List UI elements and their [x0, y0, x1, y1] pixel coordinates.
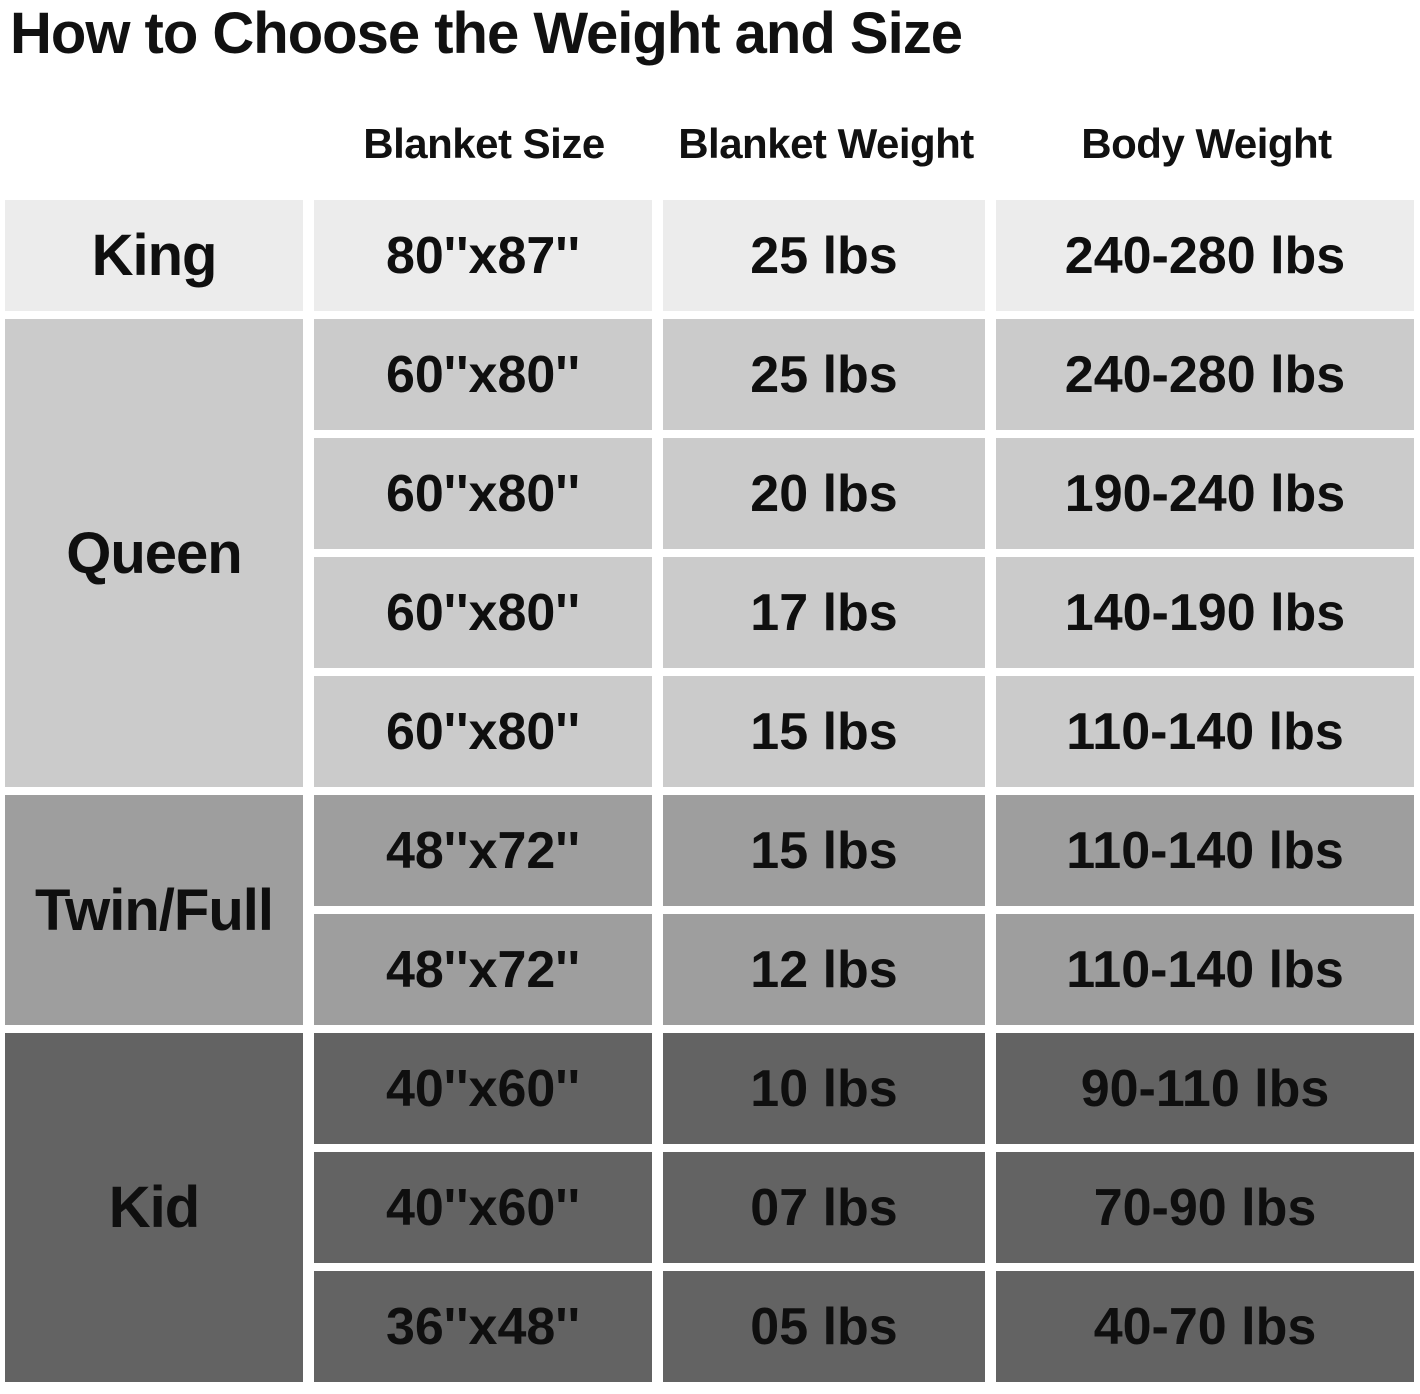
twin-full-2-body-weight-cell: 110-140 lbs [996, 914, 1414, 1025]
kid-1-body-weight-cell: 90-110 lbs [996, 1033, 1414, 1144]
kid-1-blanket-size-cell: 40''x60'' [314, 1033, 652, 1144]
row-group-label-king: King [5, 200, 303, 311]
queen-3-blanket-weight-cell: 17 lbs [663, 557, 985, 668]
size-weight-table: King Queen Twin/Full Kid 80''x87'' 25 lb… [5, 200, 1414, 1382]
queen-1-body-weight-cell: 240-280 lbs [996, 319, 1414, 430]
column-header-blanket-weight: Blanket Weight [678, 120, 974, 167]
column-header-blanket-size: Blanket Size [363, 120, 605, 167]
column-header-row: Blanket Size Blanket Weight Body Weight [0, 118, 1420, 170]
page-title: How to Choose the Weight and Size [10, 1, 963, 66]
queen-4-blanket-weight-cell: 15 lbs [663, 676, 985, 787]
kid-2-blanket-size-cell: 40''x60'' [314, 1152, 652, 1263]
row-group-label-kid: Kid [5, 1033, 303, 1382]
row-group-label-queen: Queen [5, 319, 303, 787]
row-group-label-twin-full: Twin/Full [5, 795, 303, 1025]
twin-full-1-body-weight-cell: 110-140 lbs [996, 795, 1414, 906]
queen-2-blanket-size-cell: 60''x80'' [314, 438, 652, 549]
twin-full-2-blanket-size-cell: 48''x72'' [314, 914, 652, 1025]
king-blanket-size-cell: 80''x87'' [314, 200, 652, 311]
queen-4-body-weight-cell: 110-140 lbs [996, 676, 1414, 787]
queen-2-blanket-weight-cell: 20 lbs [663, 438, 985, 549]
queen-3-body-weight-cell: 140-190 lbs [996, 557, 1414, 668]
kid-3-body-weight-cell: 40-70 lbs [996, 1271, 1414, 1382]
twin-full-1-blanket-weight-cell: 15 lbs [663, 795, 985, 906]
kid-2-body-weight-cell: 70-90 lbs [996, 1152, 1414, 1263]
queen-1-blanket-size-cell: 60''x80'' [314, 319, 652, 430]
kid-1-blanket-weight-cell: 10 lbs [663, 1033, 985, 1144]
queen-3-blanket-size-cell: 60''x80'' [314, 557, 652, 668]
king-blanket-weight-cell: 25 lbs [663, 200, 985, 311]
kid-3-blanket-size-cell: 36''x48'' [314, 1271, 652, 1382]
queen-4-blanket-size-cell: 60''x80'' [314, 676, 652, 787]
kid-3-blanket-weight-cell: 05 lbs [663, 1271, 985, 1382]
twin-full-2-blanket-weight-cell: 12 lbs [663, 914, 985, 1025]
queen-2-body-weight-cell: 190-240 lbs [996, 438, 1414, 549]
twin-full-1-blanket-size-cell: 48''x72'' [314, 795, 652, 906]
king-body-weight-cell: 240-280 lbs [996, 200, 1414, 311]
kid-2-blanket-weight-cell: 07 lbs [663, 1152, 985, 1263]
column-header-body-weight: Body Weight [1081, 120, 1332, 167]
queen-1-blanket-weight-cell: 25 lbs [663, 319, 985, 430]
